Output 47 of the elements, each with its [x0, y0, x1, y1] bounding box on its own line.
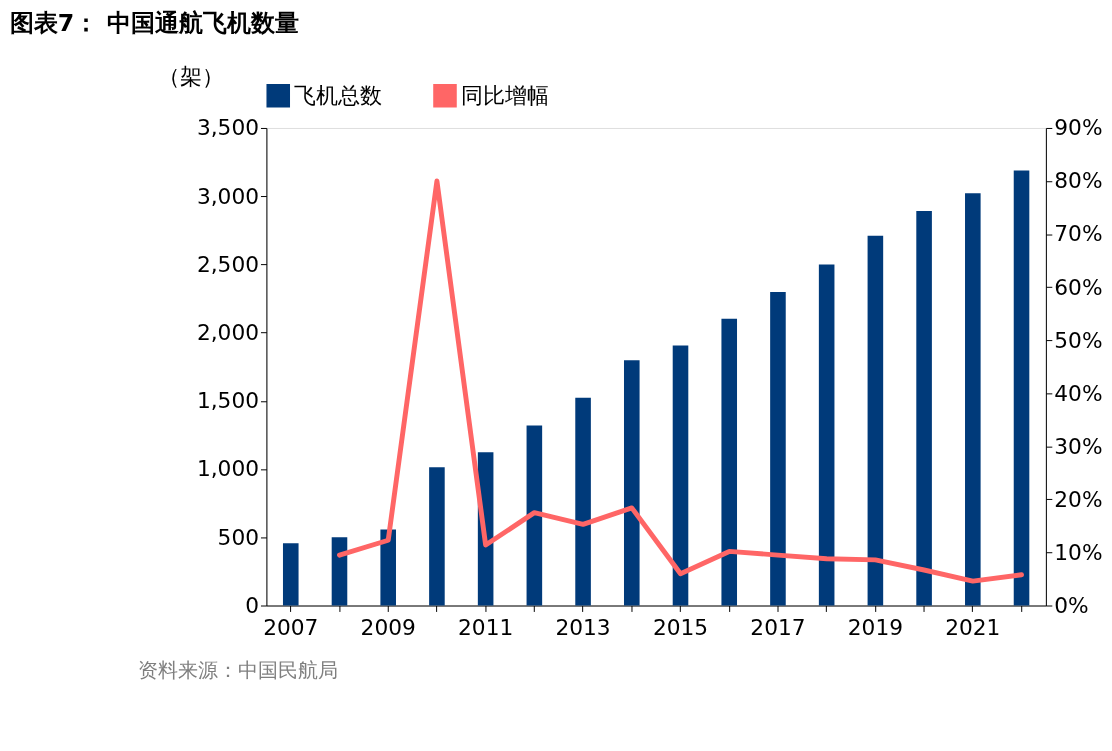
bar [624, 360, 640, 606]
y-tick-label: 0 [245, 592, 260, 618]
legend-label: 同比增幅 [460, 82, 549, 108]
x-tick-label: 2019 [847, 614, 903, 640]
y2-tick-label: 90% [1054, 115, 1103, 141]
y2-tick-label: 60% [1054, 274, 1103, 300]
bar [867, 235, 884, 606]
bar [770, 292, 786, 606]
y2-tick-label: 30% [1054, 433, 1103, 459]
x-tick-label: 2017 [750, 614, 806, 640]
y2-tick-label: 20% [1054, 486, 1103, 512]
y-tick-label: 2,500 [196, 251, 260, 277]
y-tick-label: 2,000 [196, 320, 260, 346]
y2-tick-label: 70% [1054, 221, 1103, 247]
bar [380, 529, 396, 606]
y-tick-label: 500 [217, 524, 260, 550]
x-tick-label: 2013 [555, 614, 611, 640]
x-tick-label: 2021 [945, 614, 1001, 640]
bar [331, 537, 348, 606]
bar [916, 211, 932, 606]
bar [1013, 170, 1030, 606]
bar [672, 345, 689, 606]
bar [721, 318, 738, 606]
x-tick-label: 2009 [360, 614, 416, 640]
y-tick-label: 1,000 [196, 456, 260, 482]
x-tick-label: 2015 [652, 614, 709, 640]
y-axis-title: （架） [158, 64, 225, 90]
y2-tick-label: 80% [1054, 168, 1103, 194]
bar [429, 467, 445, 606]
text: 资料来源：中国民航局 [138, 658, 339, 682]
y2-tick-label: 0% [1054, 592, 1089, 618]
legend-label: 飞机总数 [294, 82, 383, 108]
x-tick-label: 2011 [458, 614, 514, 640]
y2-tick-label: 40% [1054, 380, 1103, 406]
y-tick-label: 3,500 [196, 115, 260, 141]
x-tick-label: 2007 [263, 614, 319, 640]
bar [575, 397, 591, 606]
bar [526, 425, 543, 606]
y2-tick-label: 10% [1054, 539, 1103, 565]
chart-title: 图表7： 中国通航飞机数量 [9, 9, 299, 38]
y2-tick-label: 50% [1054, 327, 1103, 353]
y-tick-label: 3,000 [196, 183, 260, 209]
bar [965, 193, 981, 606]
bar [818, 264, 835, 606]
y-tick-label: 1,500 [196, 388, 260, 414]
line-series [337, 178, 1024, 584]
bar [282, 543, 299, 606]
